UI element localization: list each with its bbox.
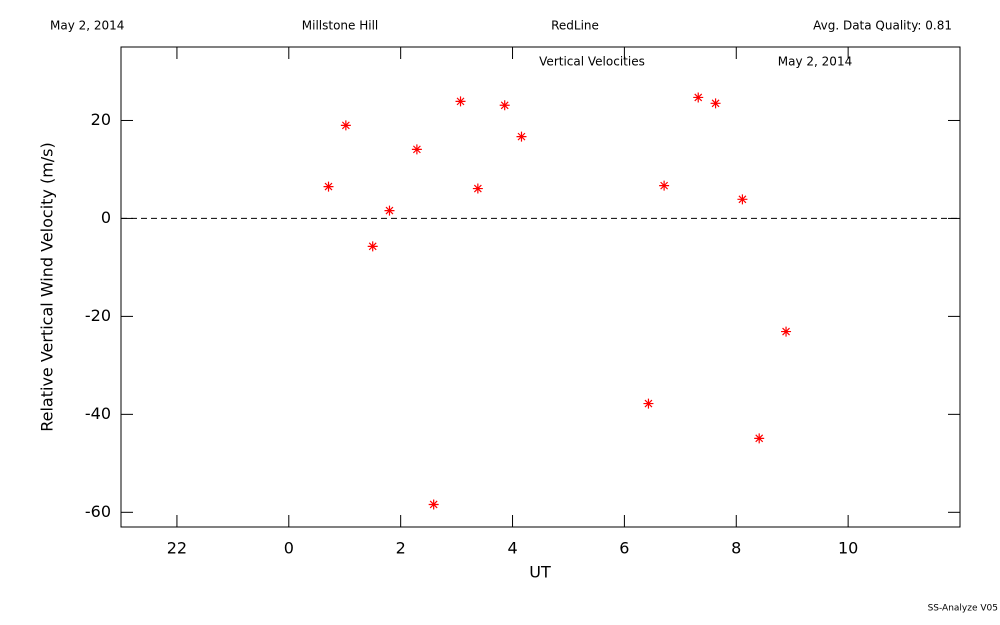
chart-title: Vertical Velocities — [539, 55, 645, 69]
data-point — [411, 144, 422, 155]
header-quality: Avg. Data Quality: 0.81 — [813, 19, 952, 33]
y-tick-label: 0 — [101, 208, 111, 227]
data-point — [428, 499, 439, 510]
data-point — [710, 98, 721, 109]
y-axis-label: Relative Vertical Wind Velocity (m/s) — [38, 142, 57, 432]
y-tick-label: -20 — [85, 306, 111, 325]
data-point — [499, 100, 510, 111]
x-tick-label: 0 — [284, 539, 294, 558]
data-point — [781, 326, 792, 337]
data-point — [472, 183, 483, 194]
data-point — [384, 205, 395, 216]
x-tick-label: 4 — [507, 539, 517, 558]
x-axis-label: UT — [529, 563, 551, 582]
data-point — [367, 241, 378, 252]
data-point — [643, 398, 654, 409]
data-point — [754, 433, 765, 444]
chart-subtitle: May 2, 2014 — [778, 55, 852, 69]
x-tick-label: 10 — [838, 539, 858, 558]
data-point — [693, 92, 704, 103]
data-point — [737, 194, 748, 205]
y-tick-label: -40 — [85, 404, 111, 423]
data-point — [340, 120, 351, 131]
header-date: May 2, 2014 — [50, 19, 124, 33]
data-point — [455, 96, 466, 107]
x-tick-label: 8 — [731, 539, 741, 558]
y-tick-label: -60 — [85, 502, 111, 521]
plot-frame — [120, 46, 961, 528]
x-tick-label: 2 — [396, 539, 406, 558]
header-line: RedLine — [551, 19, 599, 33]
data-point — [659, 180, 670, 191]
data-point — [323, 181, 334, 192]
data-point — [516, 131, 527, 142]
footer: SS-Analyze V05 — [928, 604, 998, 614]
header-site: Millstone Hill — [302, 19, 378, 33]
y-tick-label: 20 — [91, 110, 111, 129]
x-tick-label: 22 — [167, 539, 187, 558]
x-tick-label: 6 — [619, 539, 629, 558]
